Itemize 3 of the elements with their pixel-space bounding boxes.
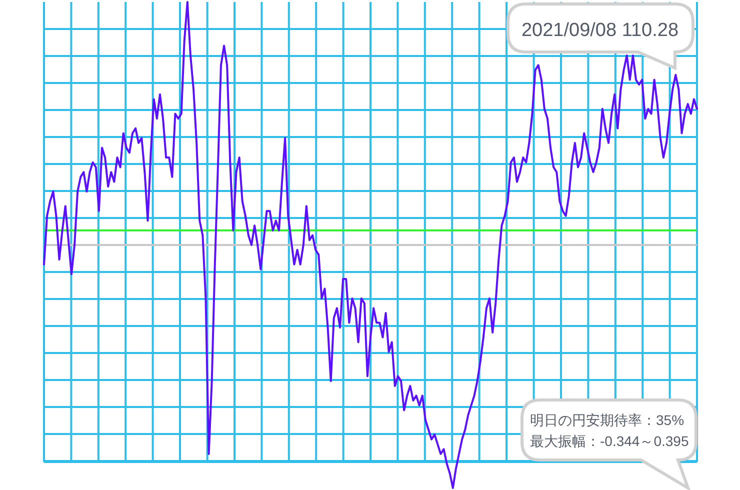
annotation: 2021/09/08 110.28 <box>521 20 679 41</box>
annotation: 最大振幅：-0.344～0.395 <box>530 433 689 449</box>
annotation: 明日の円安期待率：35% <box>530 412 684 428</box>
